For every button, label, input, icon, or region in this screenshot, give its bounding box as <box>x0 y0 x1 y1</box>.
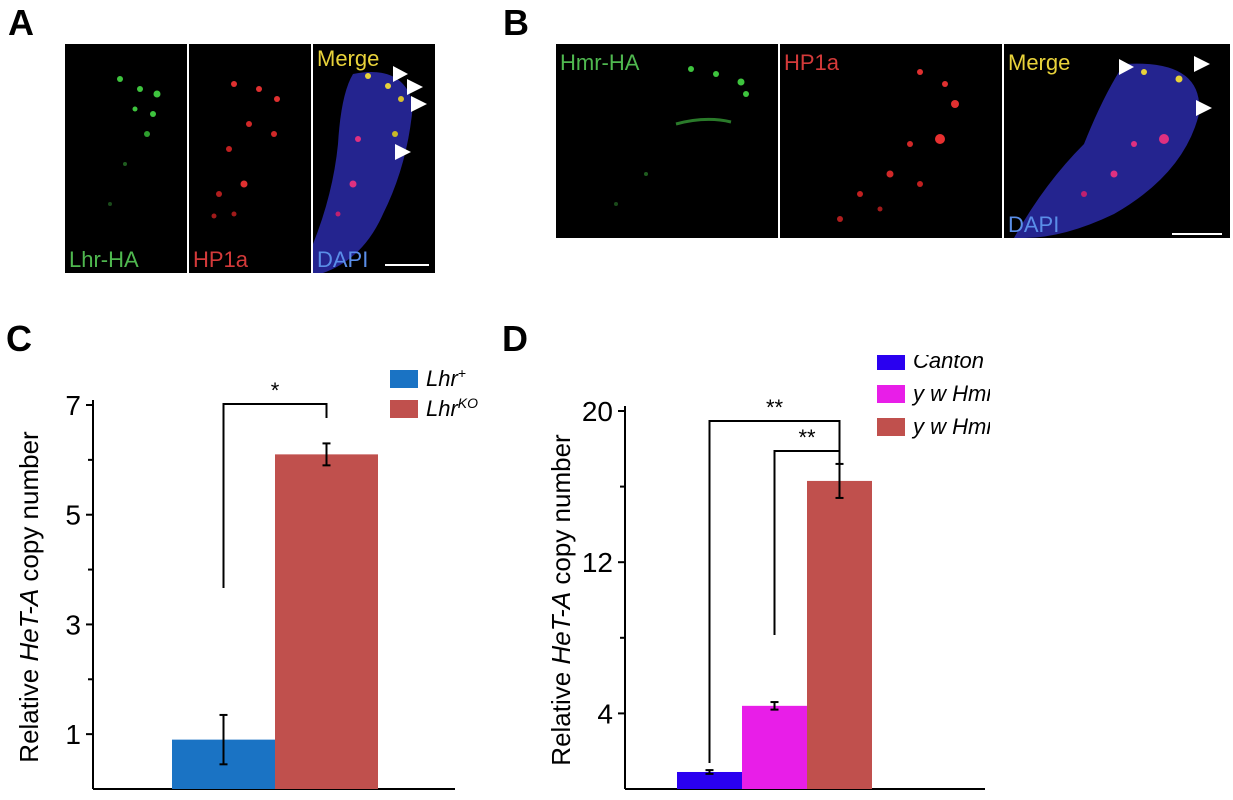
y-axis-label: Relative HeT-A copy number <box>14 431 44 763</box>
merge-signal-a <box>313 66 429 273</box>
arrowhead-7 <box>1196 100 1212 116</box>
lhr-ha-label: Lhr-HA <box>69 247 139 272</box>
bar <box>807 480 872 789</box>
merge-label-a: Merge <box>317 46 380 71</box>
significance-bracket <box>708 420 841 763</box>
y-tick-label: 12 <box>582 547 613 578</box>
hp1a-label-b: HP1a <box>784 50 840 75</box>
arrowhead-1 <box>393 66 408 82</box>
panel-b-images: Hmr-HA HP1a Merge DAPI <box>556 44 1230 238</box>
panel-label-c: C <box>6 318 32 359</box>
significance-bracket <box>773 450 841 635</box>
panel-a-images: Lhr-HA HP1a Merge DAPI <box>65 44 435 273</box>
legend-swatch <box>390 370 418 388</box>
legend-swatch <box>877 418 905 436</box>
arrowhead-6 <box>1194 56 1210 72</box>
lhr-ha-signal <box>108 76 161 206</box>
hmr-ha-label: Hmr-HA <box>560 50 640 75</box>
panel-label-a: A <box>8 2 34 43</box>
legend-label: y w Hmr3 <box>911 413 990 439</box>
arrowhead-5 <box>1119 59 1134 75</box>
bar <box>275 454 378 789</box>
y-tick-label: 4 <box>597 698 613 729</box>
micrograph-hp1a-a: HP1a <box>189 44 311 273</box>
chart-c: 1 3 5 7 Relative HeT-A copy number * Lhr+ LhrKO <box>14 365 478 790</box>
merge-label-b: Merge <box>1008 50 1071 75</box>
y-tick-label: 5 <box>65 500 81 531</box>
dapi-label-b: DAPI <box>1008 212 1060 237</box>
y-tick-label: 20 <box>582 396 613 427</box>
hp1a-label-a: HP1a <box>193 247 249 272</box>
legend-label: Canton S <box>913 355 990 373</box>
significance-label: * <box>271 378 280 403</box>
legend-label: y w Hmr+ <box>911 380 990 406</box>
hp1a-signal-a <box>211 81 280 219</box>
arrowhead-2 <box>407 79 423 95</box>
panel-label-b: B <box>503 2 529 43</box>
bar <box>677 771 742 789</box>
y-tick-label: 1 <box>65 719 81 750</box>
hp1a-signal-b <box>837 69 959 222</box>
arrowhead-3 <box>411 96 427 112</box>
micrograph-hmr-ha: Hmr-HA <box>556 44 778 238</box>
dapi-label-a: DAPI <box>317 247 369 272</box>
significance-bracket <box>222 403 328 588</box>
legend-label: Lhr+ <box>426 365 466 391</box>
panel-label-d: D <box>502 318 528 359</box>
arrowhead-4 <box>395 144 411 160</box>
micrograph-merge-b: Merge DAPI <box>1004 44 1230 238</box>
significance-label: ** <box>798 425 816 450</box>
legend-swatch <box>390 400 418 418</box>
significance-label: ** <box>766 395 784 420</box>
y-tick-label: 3 <box>65 609 81 640</box>
legend-label: LhrKO <box>426 395 478 421</box>
legend-swatch <box>877 355 905 370</box>
y-tick-label: 7 <box>65 390 81 421</box>
micrograph-hp1a-b: HP1a <box>780 44 1002 238</box>
hmr-ha-signal <box>614 66 749 206</box>
y-axis-label: Relative HeT-A copy number <box>546 434 576 766</box>
micrograph-merge-a: Merge DAPI <box>313 44 435 273</box>
bar <box>742 705 807 789</box>
merge-signal-b <box>1014 56 1222 238</box>
micrograph-lhr-ha: Lhr-HA <box>65 44 187 273</box>
legend-swatch <box>877 385 905 403</box>
